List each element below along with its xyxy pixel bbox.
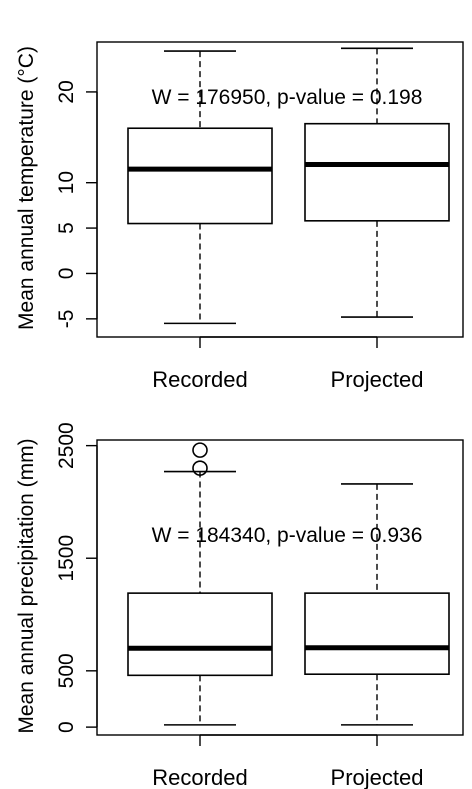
temperature-y-tick-label: 20: [55, 80, 78, 103]
temperature-box-projected-iqr: [304, 122, 450, 222]
precipitation-wilcoxon-annotation: W = 184340, p-value = 0.936: [152, 524, 423, 547]
precipitation-y-axis-label: Mean annual precipitation (mm): [15, 438, 38, 733]
precipitation-y-tick-label: 2500: [55, 422, 78, 469]
precipitation-x-ticks: Recorded Projected: [152, 734, 424, 789]
precipitation-box-recorded: [127, 442, 273, 726]
precipitation-y-ticks: 0 500 1500 2500: [55, 422, 98, 733]
temperature-x-tick-label-recorded: Recorded: [152, 367, 247, 392]
precipitation-box-projected: [304, 483, 450, 726]
precipitation-y-tick-label: 1500: [55, 535, 78, 582]
precipitation-boxes: [127, 442, 450, 726]
temperature-boxes: [127, 47, 450, 325]
temperature-y-axis-label: Mean annual temperature (°C): [15, 46, 38, 330]
precipitation-box-recorded-iqr: [127, 592, 273, 677]
temperature-y-tick-label: 5: [55, 222, 78, 234]
precipitation-box-recorded-outlier: [192, 442, 208, 458]
temperature-x-tick-label-projected: Projected: [331, 367, 424, 392]
temperature-box-recorded: [127, 50, 273, 325]
temperature-x-ticks: Recorded Projected: [152, 336, 424, 392]
temperature-y-ticks: -5 0 5 10 20: [55, 80, 98, 329]
temperature-box-projected: [304, 47, 450, 318]
precipitation-x-tick-label-recorded: Recorded: [152, 765, 247, 789]
precipitation-x-tick-label-projected: Projected: [331, 765, 424, 789]
precipitation-y-tick-label: 0: [55, 721, 78, 733]
temperature-y-tick-label: 0: [55, 268, 78, 280]
precipitation-panel: Mean annual precipitation (mm) 0 500 1500 2…: [15, 422, 464, 789]
temperature-box-recorded-iqr: [127, 127, 273, 225]
temperature-wilcoxon-annotation: W = 176950, p-value = 0.198: [152, 86, 423, 109]
precipitation-box-recorded-outlier: [192, 460, 208, 476]
precipitation-box-projected-iqr: [304, 592, 450, 675]
temperature-y-tick-label: 10: [55, 171, 78, 194]
temperature-y-tick-label: -5: [55, 310, 78, 329]
precipitation-y-tick-label: 500: [55, 653, 78, 688]
temperature-panel: Mean annual temperature (°C) -5 0 5 10 20 Re…: [15, 41, 464, 392]
